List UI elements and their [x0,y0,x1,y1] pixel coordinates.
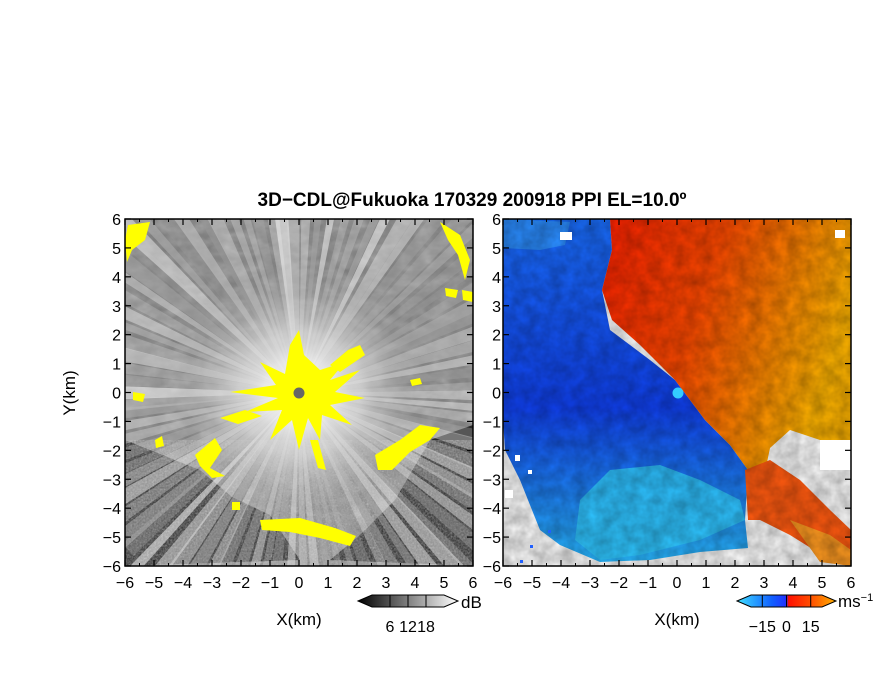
y-tick-label-right: 2 [492,328,501,345]
y-tick-label-right: −3 [483,472,501,489]
velocity-axes: −6 −5 −4 −3 −2 −1 0 1 2 3 4 5 6 −6 −5 −4 −3 −2 −1 0 1 2 3 4 5 6 [483,212,856,592]
beam [156,219,299,393]
y-tick-label-right: 3 [492,299,501,316]
beam [299,326,473,393]
y-tick-label-right: 1 [492,357,501,374]
velocity-field [503,219,851,566]
y-tick-label-right: −2 [483,443,501,460]
x-tick-label: 2 [731,575,740,592]
y-tick-label-right: 5 [492,241,501,258]
x-tick-label: −5 [523,575,541,592]
y-tick-label: −2 [103,443,121,460]
y-tick-label-right: −1 [483,414,501,431]
x-tick-label: −1 [639,575,657,592]
x-tick-label: −5 [145,575,163,592]
colorbar-tick-label: 6 [386,619,395,636]
y-tick-label-right: −4 [483,501,501,518]
beam [299,393,473,482]
beam [136,219,299,393]
reflectivity-xlabel: X(km) [276,610,321,629]
beam [299,393,473,439]
x-tick-label: −3 [581,575,599,592]
x-tick-label: 4 [411,575,420,592]
y-tick-label-right: −6 [483,559,501,576]
y-tick-label: 5 [112,241,121,258]
y-tick-label: −4 [103,501,121,518]
x-tick-label: 1 [702,575,711,592]
x-tick-label: −6 [494,575,512,592]
y-tick-label: −1 [103,414,121,431]
velocity-colorbar-unit-exponent: −1 [861,592,874,604]
x-tick-label: −1 [261,575,279,592]
y-tick-label: −3 [103,472,121,489]
x-tick-label: 2 [353,575,362,592]
velocity-colorbar: −15 0 15 ms−1 [735,592,873,636]
beam [299,393,373,566]
x-tick-label: 4 [789,575,798,592]
x-tick-label: −4 [552,575,570,592]
y-tick-label-right: 6 [492,212,501,229]
x-tick-label: 1 [324,575,333,592]
colorbar-tick-label: 0 [782,619,791,636]
y-tick-label: 3 [112,299,121,316]
colorbar-tick-label: 18 [417,619,435,636]
colorbar-tick-label: 12 [399,619,417,636]
y-tick-label: −5 [103,530,121,547]
reflectivity-colorbar: 6 12 18 dB [356,593,482,636]
colorbar-tick-label: −15 [749,619,776,636]
velocity-site-marker [672,387,684,399]
reflectivity-ylabel: Y(km) [60,370,79,415]
x-tick-label: −4 [174,575,192,592]
x-tick-label: −6 [116,575,134,592]
x-tick-label: 3 [382,575,391,592]
x-tick-label: 5 [440,575,449,592]
y-tick-label-right: −5 [483,530,501,547]
reflectivity-colorbar-unit: dB [461,593,482,612]
x-tick-label: 0 [673,575,682,592]
x-tick-label: 0 [295,575,304,592]
reflectivity-axes: −6 −5 −4 −3 −2 −1 0 1 2 3 4 5 6 −6 −5 −4 −3 −2 −1 0 1 2 3 4 5 6 [103,212,478,592]
y-tick-label: 1 [112,357,121,374]
colorbar-tick-label: 15 [802,619,820,636]
y-tick-label: −6 [103,559,121,576]
velocity-panel: −6 −5 −4 −3 −2 −1 0 1 2 3 4 5 6 −6 −5 −4 −3 −2 −1 0 1 2 3 4 5 6 X… [483,212,873,636]
y-tick-label-right: 0 [492,386,501,403]
reflectivity-field [125,219,473,566]
velocity-xlabel: X(km) [654,610,699,629]
y-tick-label-right: 4 [492,270,501,287]
x-tick-label: 3 [760,575,769,592]
radar-site-marker [293,387,305,399]
x-tick-label: −3 [203,575,221,592]
x-tick-label: 6 [847,575,856,592]
x-tick-label: 6 [469,575,478,592]
x-tick-label: 5 [818,575,827,592]
x-tick-label: −2 [232,575,250,592]
y-tick-label: 4 [112,270,121,287]
y-tick-label: 2 [112,328,121,345]
y-tick-label: 6 [112,212,121,229]
figure-title: 3D−CDL@Fukuoka 170329 200918 PPI EL=10.0… [258,190,687,211]
y-tick-label: 0 [112,386,121,403]
x-tick-label: −2 [610,575,628,592]
velocity-colorbar-unit: ms−1 [838,592,873,611]
